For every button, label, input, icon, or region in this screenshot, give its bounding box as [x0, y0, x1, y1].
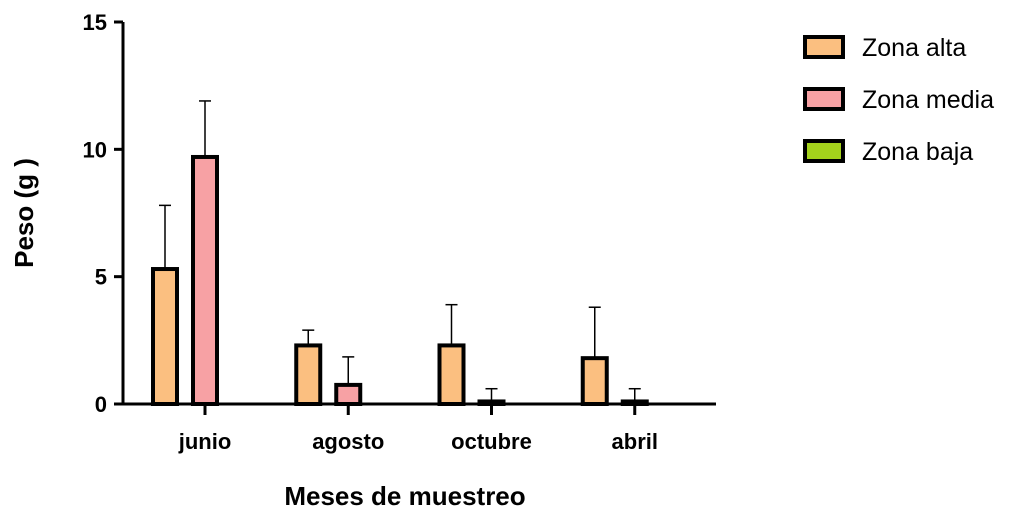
y-tick-label: 15 [83, 10, 107, 35]
legend-swatch [803, 35, 845, 59]
bar [334, 382, 363, 406]
legend: Zona alta Zona media Zona baja [803, 34, 994, 166]
bar [191, 154, 219, 406]
bars [151, 100, 649, 407]
x-axis-title: Meses de muestreo [284, 481, 525, 511]
legend-swatch [803, 139, 845, 163]
legend-label: Zona alta [862, 34, 966, 62]
x-tick-label: junio [178, 429, 232, 454]
x-axis: junio agosto octubre abril [121, 402, 716, 454]
bar [151, 267, 179, 406]
legend-swatch [803, 87, 845, 111]
x-tick-label: agosto [312, 429, 384, 454]
legend-label: Zona media [862, 86, 994, 114]
x-tick-label: abril [612, 429, 658, 454]
x-tick-label: octubre [451, 429, 532, 454]
bar [294, 343, 323, 406]
bar [477, 399, 506, 407]
bar [620, 399, 649, 407]
y-axis-title: Peso (g ) [9, 158, 39, 268]
y-tick-label: 0 [95, 392, 107, 417]
bar [580, 356, 609, 407]
legend-label: Zona baja [862, 138, 973, 166]
y-tick-label: 10 [83, 137, 107, 162]
y-tick-label: 5 [95, 265, 107, 290]
bar [437, 343, 466, 406]
y-axis: 0 5 10 15 [83, 10, 125, 417]
